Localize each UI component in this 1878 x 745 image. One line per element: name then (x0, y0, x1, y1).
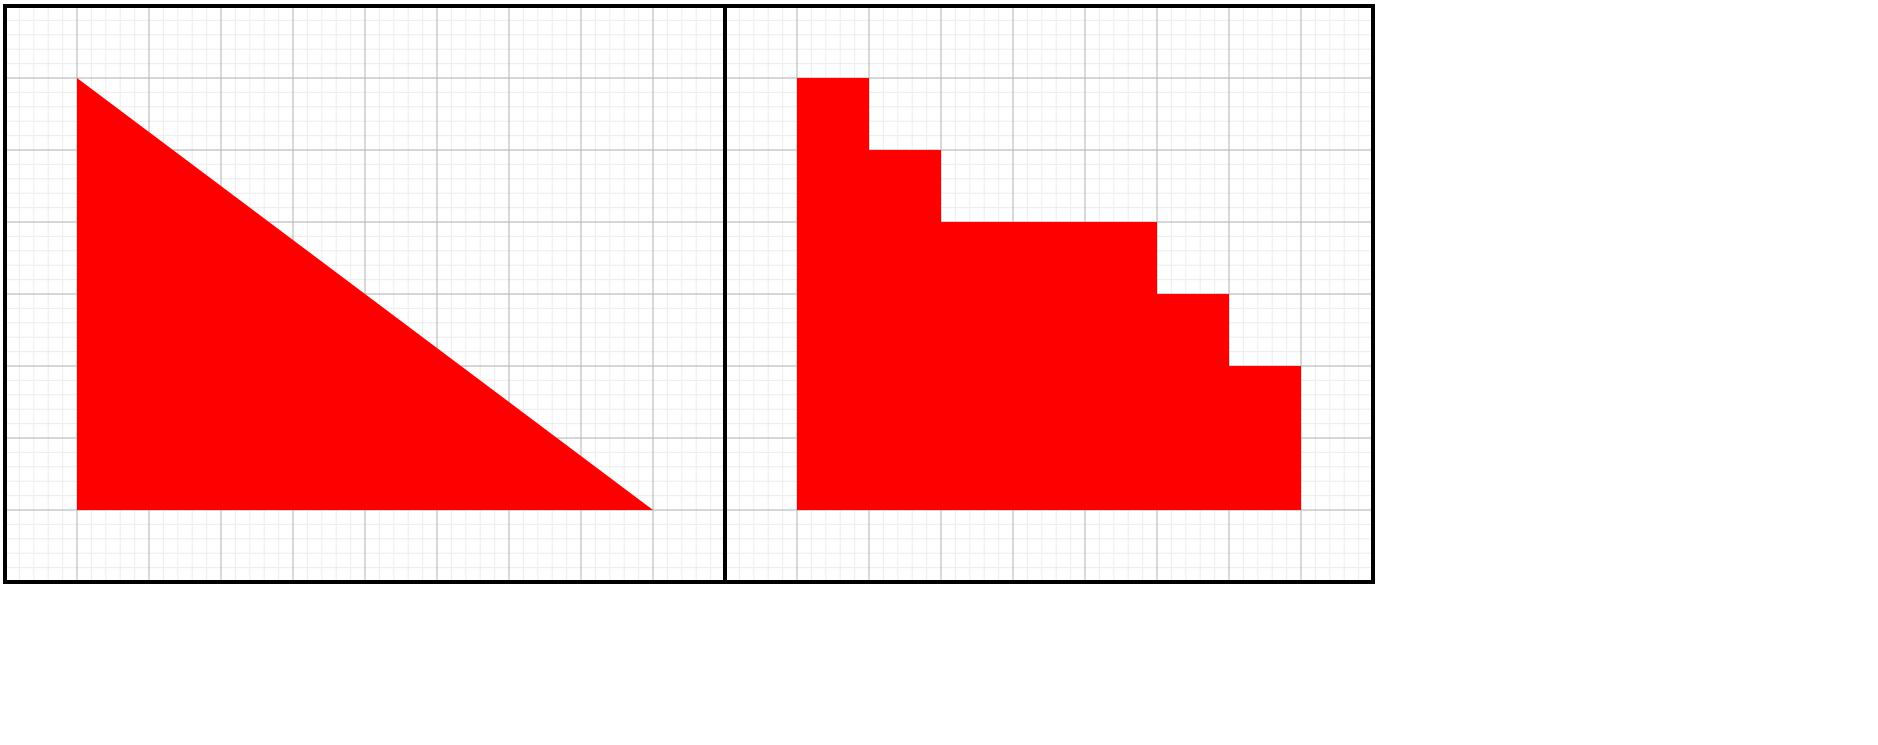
right-triangle-shape (77, 78, 653, 510)
staircase-shape (797, 78, 1301, 510)
right-panel (723, 4, 1375, 584)
left-panel (3, 4, 727, 584)
right-panel-frame (723, 4, 1375, 584)
